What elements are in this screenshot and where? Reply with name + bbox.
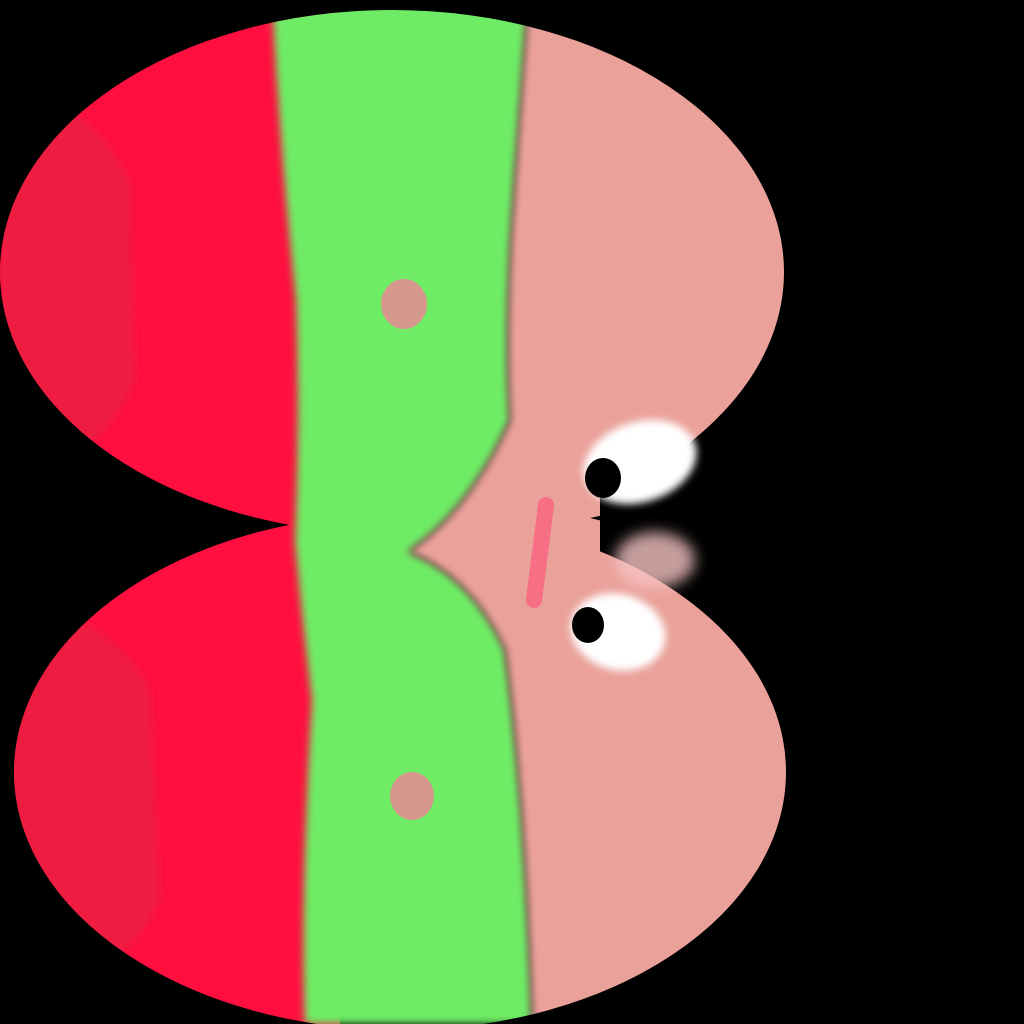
blush-mark bbox=[615, 532, 695, 588]
green-band bbox=[272, 10, 532, 1024]
spot-mark bbox=[381, 279, 427, 329]
eye-icon bbox=[583, 419, 697, 505]
spot-mark bbox=[390, 772, 434, 820]
eye-icon bbox=[570, 593, 666, 671]
waist-notch bbox=[590, 470, 1024, 560]
red-band-shade bbox=[0, 80, 160, 990]
mouth-mark bbox=[526, 497, 554, 608]
